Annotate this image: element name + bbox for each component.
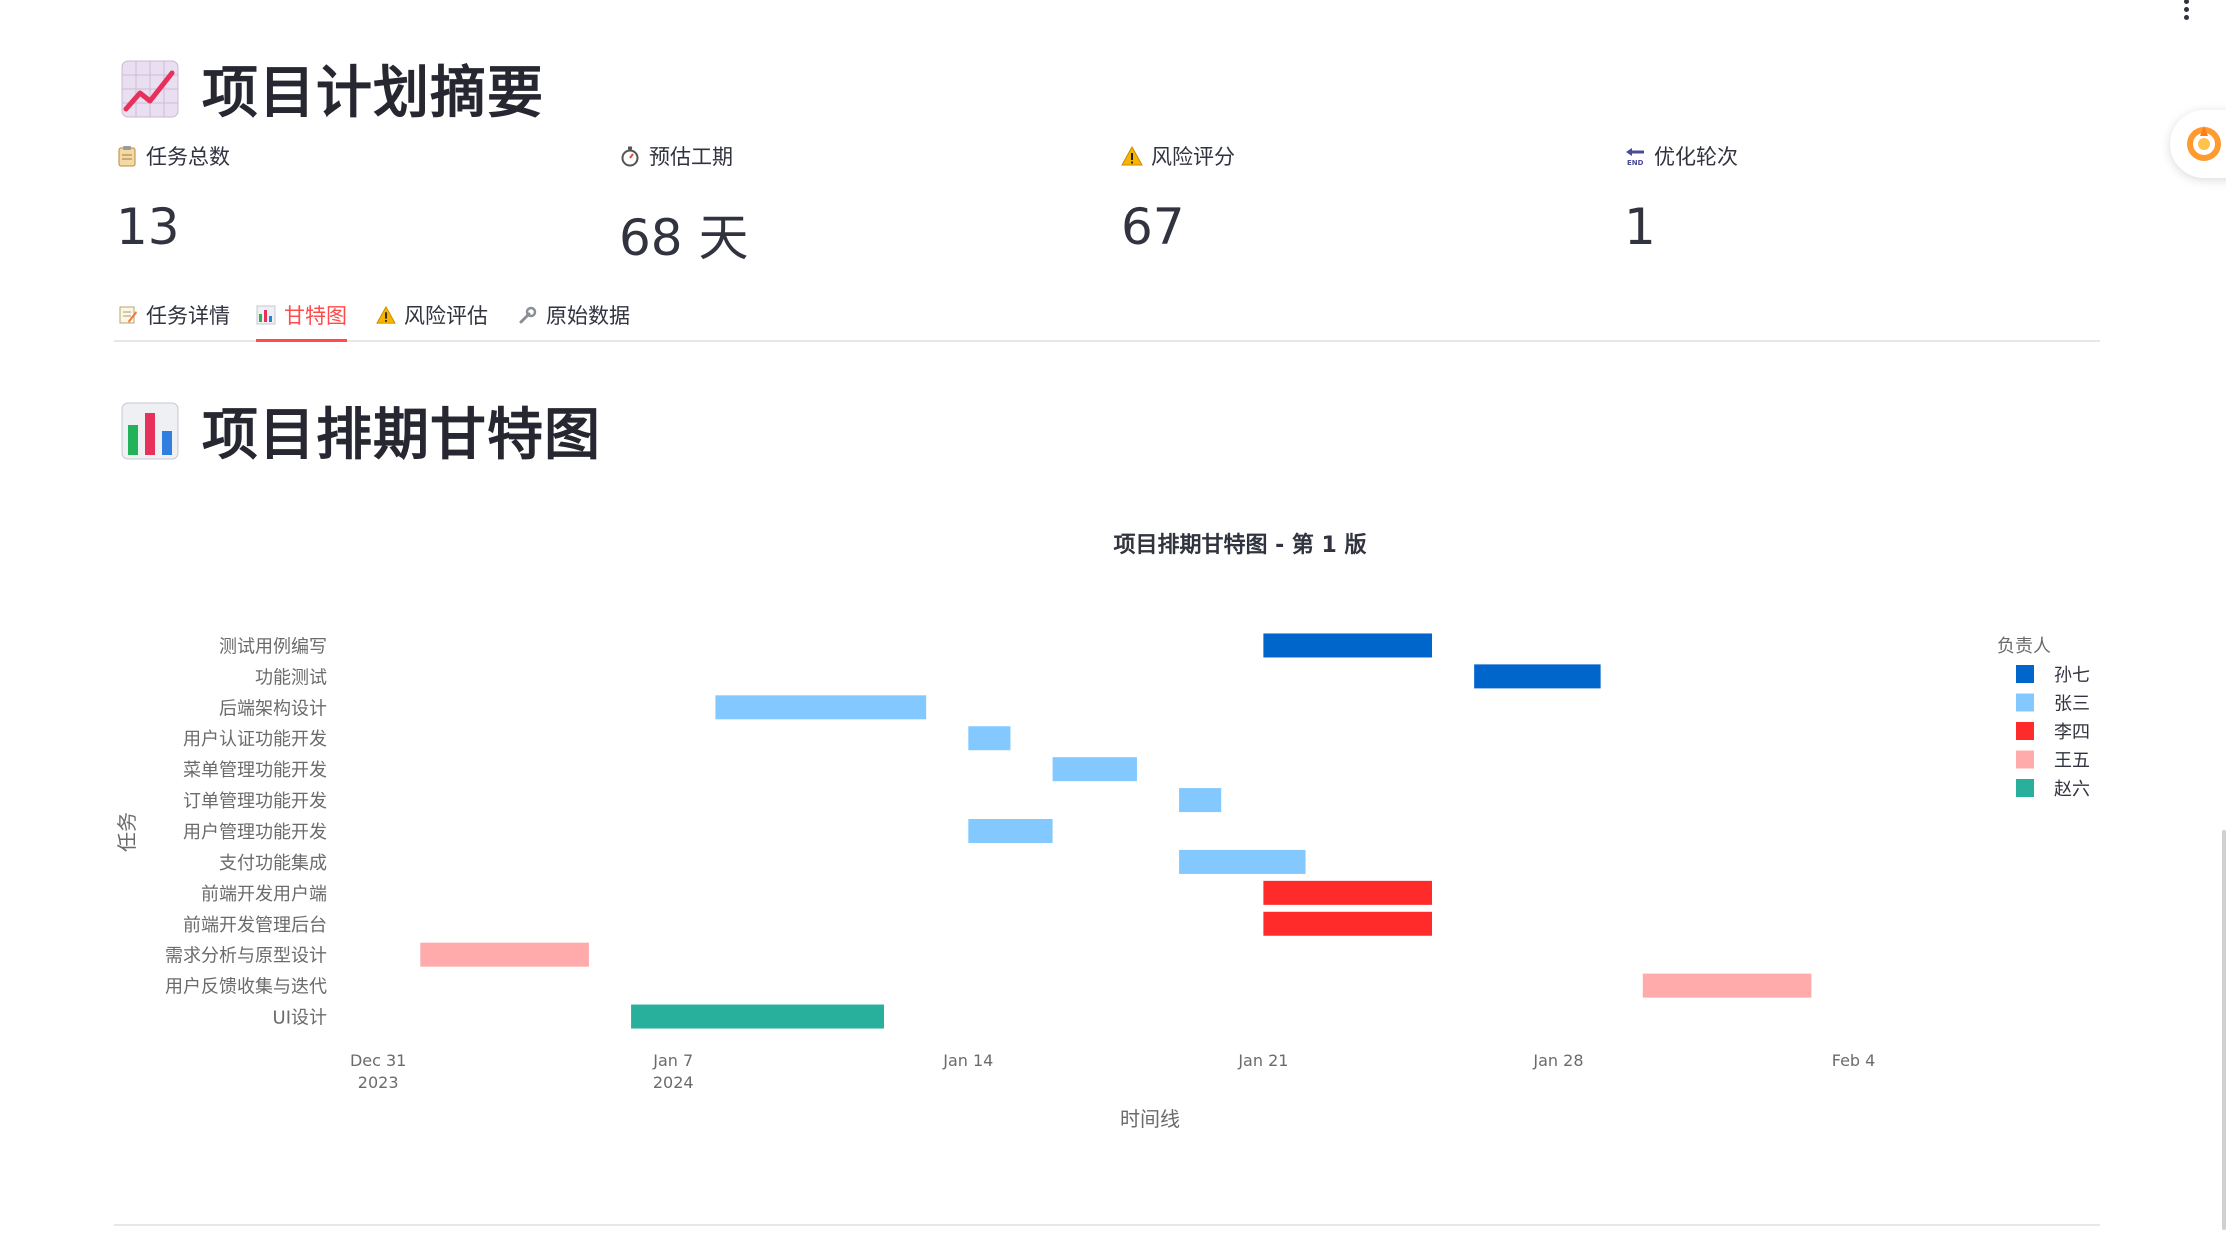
y-tick-label: 用户认证功能开发 <box>183 729 327 750</box>
gantt-bar[interactable] <box>1052 757 1137 782</box>
legend-swatch[interactable] <box>2016 693 2034 712</box>
metric-label: 风险评分 <box>1151 145 1235 169</box>
x-tick-label: Jan 21 <box>1237 1051 1288 1070</box>
tab-label: 原始数据 <box>546 304 630 328</box>
y-tick-label: 后端架构设计 <box>219 698 327 719</box>
metric-duration: 预估工期 68 天 <box>619 140 1099 270</box>
legend-swatch[interactable] <box>2016 779 2034 797</box>
gantt-section-title: 项目排期甘特图 <box>202 403 601 468</box>
end-arrow-icon: END <box>1626 148 1644 167</box>
main-menu-button[interactable] <box>2176 0 2196 20</box>
summary-heading: 项目计划摘要 <box>120 48 544 129</box>
y-tick-label: 支付功能集成 <box>219 853 327 874</box>
y-tick-label: 测试用例编写 <box>219 636 327 657</box>
x-tick-label: Dec 31 <box>350 1051 406 1070</box>
tab-bar: 任务详情 甘特图 风险评估 原始数据 <box>114 290 2100 342</box>
gantt-bar[interactable] <box>1474 664 1601 689</box>
y-tick-label: 功能测试 <box>255 667 327 688</box>
x-tick-sublabel: 2023 <box>358 1073 399 1092</box>
tab-label: 任务详情 <box>146 304 230 328</box>
wrench-icon <box>519 306 537 324</box>
x-tick-label: Jan 14 <box>942 1051 993 1070</box>
tab-label: 风险评估 <box>404 304 488 328</box>
section-divider <box>114 1224 2100 1226</box>
bar-chart-icon <box>121 402 179 459</box>
warning-icon <box>376 305 396 324</box>
tab-risk-assessment[interactable]: 风险评估 <box>376 290 488 340</box>
metric-value: 1 <box>1624 198 1656 256</box>
page-title: 项目计划摘要 <box>202 61 544 126</box>
bar-chart-icon <box>256 305 276 325</box>
metric-value: 13 <box>116 198 180 256</box>
metric-label: 优化轮次 <box>1654 145 1738 169</box>
metric-optimization-rounds: END 优化轮次 1 <box>1624 140 2104 256</box>
gantt-bar[interactable] <box>1263 633 1432 658</box>
x-axis-label: 时间线 <box>1120 1107 1180 1131</box>
gantt-bar[interactable] <box>631 1004 884 1029</box>
gantt-bar[interactable] <box>1179 849 1306 874</box>
legend-item-label[interactable]: 孙七 <box>2054 665 2090 686</box>
stopwatch-icon <box>621 146 639 167</box>
legend-title: 负责人 <box>1997 636 2051 657</box>
legend-item-label[interactable]: 张三 <box>2054 694 2090 715</box>
gantt-bar[interactable] <box>1179 788 1222 813</box>
metric-label: 预估工期 <box>649 145 733 169</box>
memo-icon <box>119 306 137 324</box>
x-tick-label: Feb 4 <box>1832 1051 1876 1070</box>
x-tick-sublabel: 2024 <box>653 1073 694 1092</box>
x-tick-label: Jan 28 <box>1532 1051 1583 1070</box>
gantt-bar[interactable] <box>1263 880 1432 905</box>
svg-text:END: END <box>1627 159 1644 167</box>
gantt-bar[interactable] <box>1263 911 1432 936</box>
y-tick-label: UI设计 <box>273 1008 327 1029</box>
x-tick-label: Jan 7 <box>652 1051 693 1070</box>
y-axis-label: 任务 <box>115 812 139 852</box>
metric-label: 任务总数 <box>146 145 230 169</box>
y-tick-label: 前端开发管理后台 <box>183 915 327 936</box>
chart-title: 项目排期甘特图 - 第 1 版 <box>1113 532 1366 558</box>
y-tick-label: 用户反馈收集与迭代 <box>165 977 327 998</box>
tab-task-details[interactable]: 任务详情 <box>118 290 230 340</box>
clipboard-icon <box>118 146 136 167</box>
page-scrollbar[interactable] <box>2222 830 2226 1230</box>
gantt-heading: 项目排期甘特图 <box>120 390 601 471</box>
metric-value: 68 天 <box>619 209 749 267</box>
y-tick-label: 订单管理功能开发 <box>183 791 327 812</box>
chart-increasing-icon <box>121 60 179 117</box>
legend-item-label[interactable]: 王五 <box>2054 751 2090 772</box>
metric-risk-score: 风险评分 67 <box>1121 140 1601 256</box>
y-tick-label: 前端开发用户端 <box>201 884 327 905</box>
y-tick-label: 菜单管理功能开发 <box>183 760 327 781</box>
tab-label: 甘特图 <box>284 304 347 328</box>
legend-item-label[interactable]: 李四 <box>2054 722 2090 743</box>
metric-task-count: 任务总数 13 <box>116 140 596 256</box>
gantt-bar[interactable] <box>715 695 927 720</box>
tab-gantt[interactable]: 甘特图 <box>256 290 347 342</box>
legend-swatch[interactable] <box>2016 665 2034 683</box>
warning-icon <box>1121 145 1143 166</box>
gantt-bar[interactable] <box>420 942 589 967</box>
tab-raw-data[interactable]: 原始数据 <box>518 290 630 340</box>
legend-swatch[interactable] <box>2016 750 2034 769</box>
gantt-bar[interactable] <box>968 819 1053 843</box>
legend-item-label[interactable]: 赵六 <box>2054 779 2090 800</box>
y-tick-label: 用户管理功能开发 <box>183 822 327 843</box>
y-tick-label: 需求分析与原型设计 <box>165 946 327 967</box>
legend-swatch[interactable] <box>2016 722 2034 740</box>
gantt-bar[interactable] <box>968 726 1011 751</box>
gantt-bar[interactable] <box>1642 973 1812 998</box>
spark-logo-icon <box>2187 126 2221 161</box>
metric-value: 67 <box>1121 198 1185 256</box>
assistant-badge[interactable] <box>2170 110 2226 178</box>
